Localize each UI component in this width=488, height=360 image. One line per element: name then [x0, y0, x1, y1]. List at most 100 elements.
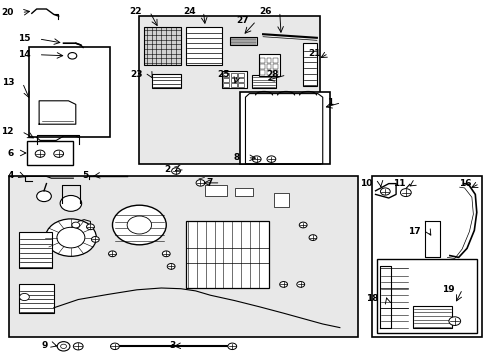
Circle shape [227, 343, 236, 350]
Circle shape [110, 343, 119, 350]
Bar [239, 92, 329, 164]
Bar [185, 27, 222, 65]
Bar [205, 185, 227, 196]
Bar [29, 47, 110, 137]
Circle shape [167, 264, 175, 269]
Text: 25: 25 [217, 71, 229, 79]
Circle shape [448, 317, 460, 325]
Bar [19, 284, 54, 313]
Bar [234, 188, 253, 196]
Circle shape [296, 282, 304, 287]
Bar [260, 58, 264, 63]
Circle shape [252, 156, 261, 162]
Text: 7: 7 [206, 178, 212, 187]
Bar [260, 64, 264, 69]
Circle shape [112, 205, 166, 245]
Bar [412, 306, 451, 328]
Text: 16: 16 [458, 179, 471, 188]
Bar [303, 43, 316, 86]
Circle shape [35, 150, 45, 157]
Circle shape [73, 343, 83, 350]
Bar [229, 37, 256, 45]
Bar [259, 54, 279, 76]
Bar [260, 70, 264, 75]
Text: 17: 17 [407, 227, 420, 236]
Text: 1: 1 [326, 98, 333, 107]
Text: 6: 6 [7, 149, 14, 158]
Bar [222, 71, 246, 88]
Text: 8: 8 [233, 153, 239, 162]
Bar [273, 193, 288, 207]
Bar [238, 83, 244, 87]
Circle shape [20, 293, 29, 301]
Text: 14: 14 [18, 50, 31, 59]
Bar [19, 232, 52, 268]
Text: 28: 28 [265, 71, 278, 79]
Circle shape [57, 227, 85, 248]
Circle shape [196, 180, 204, 186]
Text: 5: 5 [82, 171, 89, 180]
Bar [223, 78, 229, 82]
Text: 12: 12 [1, 127, 14, 136]
Text: 22: 22 [129, 7, 142, 16]
Bar [266, 64, 271, 69]
Circle shape [162, 251, 170, 257]
Bar [266, 70, 271, 75]
Bar [272, 70, 277, 75]
Text: 21: 21 [307, 49, 320, 58]
Bar [230, 83, 236, 87]
Bar [223, 73, 229, 77]
Circle shape [380, 188, 389, 195]
Text: 10: 10 [360, 179, 372, 188]
Bar [144, 27, 181, 65]
Circle shape [108, 251, 116, 257]
Bar [272, 64, 277, 69]
Bar [223, 83, 229, 87]
Bar [238, 78, 244, 82]
Text: 15: 15 [18, 34, 31, 43]
Circle shape [45, 219, 96, 256]
Text: 20: 20 [1, 8, 14, 17]
Bar [9, 176, 358, 337]
Bar [238, 73, 244, 77]
Circle shape [37, 191, 51, 202]
Circle shape [299, 222, 306, 228]
Bar [27, 141, 73, 165]
Circle shape [61, 344, 66, 348]
Circle shape [57, 342, 70, 351]
Text: 2: 2 [163, 165, 170, 174]
Circle shape [60, 195, 81, 211]
Bar [185, 221, 268, 288]
Circle shape [171, 168, 180, 174]
Text: 18: 18 [366, 294, 378, 303]
Text: 13: 13 [2, 78, 15, 87]
Bar [272, 58, 277, 63]
Circle shape [127, 216, 151, 234]
Bar [371, 176, 481, 337]
Text: 24: 24 [183, 7, 195, 16]
Text: 9: 9 [41, 341, 47, 350]
Text: 26: 26 [259, 7, 271, 16]
Bar [266, 58, 271, 63]
Circle shape [308, 235, 316, 240]
Bar [230, 78, 236, 82]
Circle shape [72, 222, 80, 228]
Circle shape [266, 156, 275, 162]
Circle shape [400, 189, 410, 197]
Bar [376, 259, 476, 333]
Circle shape [86, 224, 94, 230]
Bar [139, 16, 320, 164]
Text: 11: 11 [392, 179, 405, 188]
Text: 19: 19 [441, 284, 454, 294]
Circle shape [54, 150, 63, 157]
Circle shape [68, 53, 77, 59]
Bar [251, 75, 276, 88]
Text: 3: 3 [169, 341, 176, 350]
Text: 4: 4 [7, 171, 14, 180]
Bar [230, 73, 236, 77]
Circle shape [91, 237, 99, 242]
Bar [151, 74, 181, 88]
Text: 27: 27 [235, 16, 248, 25]
Text: 23: 23 [130, 71, 142, 79]
Circle shape [279, 282, 287, 287]
